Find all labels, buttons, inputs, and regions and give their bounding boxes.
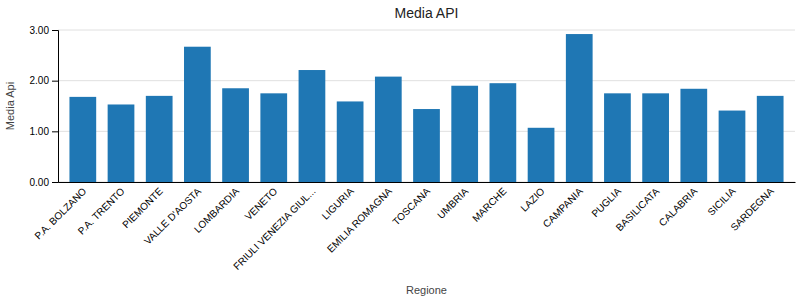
tick: VALLE D'AOSTA	[142, 185, 203, 246]
bar	[642, 93, 669, 182]
bar	[604, 93, 631, 182]
tick: SICILIA	[705, 185, 737, 217]
bar	[451, 86, 478, 182]
tick-label: 3.00	[30, 25, 50, 36]
bar	[337, 101, 364, 182]
tick-label: FRIULI VENEZIA GIUL...	[231, 186, 317, 272]
x-axis: P.A. BOLZANOP.A. TRENTOPIEMONTEVALLE D'A…	[32, 183, 795, 272]
tick-label: SARDEGNA	[728, 185, 776, 233]
tick: TOSCANA	[390, 185, 432, 227]
y-axis: 0.00 1.00 2.00 3.00	[30, 25, 59, 188]
tick-label: UMBRIA	[435, 185, 471, 221]
tick-label: 1.00	[30, 126, 50, 137]
plot: 0.00 1.00 2.00 3.00 P.A. BOLZANOP.A. TRENTOP…	[30, 25, 796, 272]
tick-label: LOMBARDIA	[192, 185, 242, 235]
tick: 0.00	[30, 177, 58, 188]
bar	[413, 109, 440, 182]
bar	[69, 97, 96, 182]
bar	[299, 70, 326, 182]
bar	[680, 89, 707, 182]
y-axis-title: Media Api	[4, 82, 16, 130]
tick-mark	[52, 81, 58, 82]
tick-label: BASILICATA	[614, 185, 662, 233]
tick-label: LAZIO	[518, 185, 546, 213]
axis-line	[59, 182, 796, 183]
tick: MARCHE	[470, 185, 509, 224]
bar	[757, 96, 784, 182]
tick-label: CALABRIA	[657, 185, 700, 228]
x-axis-title: Regione	[406, 284, 447, 296]
bar	[719, 111, 746, 182]
tick-label: TOSCANA	[390, 185, 432, 227]
bar	[566, 34, 593, 182]
tick-label: P.A. TRENTO	[76, 185, 127, 236]
tick: LAZIO	[518, 185, 546, 213]
tick: 2.00	[30, 75, 58, 86]
tick-mark	[52, 131, 58, 132]
grid-line	[58, 30, 795, 31]
tick: EMILIA ROMAGNA	[325, 185, 394, 254]
tick-label: VALLE D'AOSTA	[142, 185, 203, 246]
tick: 3.00	[30, 25, 58, 36]
bar	[146, 96, 173, 182]
tick: LOMBARDIA	[192, 185, 242, 235]
tick: FRIULI VENEZIA GIUL...	[231, 186, 317, 272]
grid-line	[58, 80, 795, 81]
tick-label: 0.00	[30, 177, 50, 188]
tick-label: EMILIA ROMAGNA	[325, 185, 394, 254]
tick-label: LIGURIA	[320, 185, 356, 221]
tick-mark	[52, 182, 58, 183]
tick: CAMPANIA	[541, 185, 585, 229]
tick: P.A. TRENTO	[76, 185, 127, 236]
tick: BASILICATA	[614, 185, 662, 233]
bar	[490, 83, 517, 182]
axis-line	[52, 31, 59, 183]
bar	[375, 77, 402, 182]
tick-label: CAMPANIA	[541, 185, 585, 229]
tick-label: MARCHE	[470, 185, 509, 224]
bar	[222, 88, 249, 182]
chart: 0.00 1.00 2.00 3.00 P.A. BOLZANOP.A. TRENTOP…	[0, 0, 810, 300]
tick-label: PUGLIA	[589, 185, 623, 219]
tick: UMBRIA	[435, 185, 471, 221]
tick: PUGLIA	[589, 185, 623, 219]
bar	[108, 104, 135, 182]
tick: SARDEGNA	[728, 185, 776, 233]
bars	[69, 34, 783, 182]
title: Media API	[395, 5, 459, 21]
grid	[58, 30, 795, 182]
bar	[260, 93, 287, 182]
tick: VENETO	[243, 185, 280, 222]
tick: CALABRIA	[657, 185, 700, 228]
tick-label: VENETO	[243, 185, 280, 222]
tick-mark	[52, 30, 58, 31]
tick-label: SICILIA	[705, 185, 737, 217]
bar	[184, 47, 211, 182]
bar	[528, 128, 555, 182]
tick: LIGURIA	[320, 185, 356, 221]
tick: 1.00	[30, 126, 58, 137]
tick-label: 2.00	[30, 75, 50, 86]
